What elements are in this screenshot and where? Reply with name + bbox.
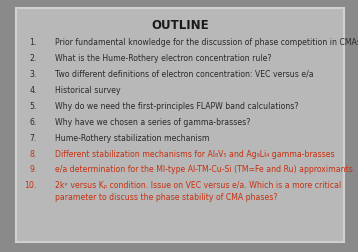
Text: Why have we chosen a series of gamma-brasses?: Why have we chosen a series of gamma-bra…	[55, 117, 251, 126]
Text: 5.: 5.	[29, 101, 37, 110]
Text: Why do we need the first-principles FLAPW band calculations?: Why do we need the first-principles FLAP…	[55, 101, 299, 110]
Text: Prior fundamental knowledge for the discussion of phase competition in CMAs: Prior fundamental knowledge for the disc…	[55, 38, 358, 47]
Text: 3.: 3.	[29, 70, 37, 79]
Text: Hume-Rothery stabilization mechanism: Hume-Rothery stabilization mechanism	[55, 133, 210, 142]
Text: 10.: 10.	[24, 181, 37, 190]
Text: 4.: 4.	[29, 85, 37, 94]
Text: 1.: 1.	[29, 38, 37, 47]
Text: Different stabilization mechanisms for Al₈V₅ and Ag₉Li₄ gamma-brasses: Different stabilization mechanisms for A…	[55, 149, 335, 158]
Text: OUTLINE: OUTLINE	[151, 19, 209, 32]
Text: Historical survey: Historical survey	[55, 85, 121, 94]
Text: 7.: 7.	[29, 133, 37, 142]
Text: e/a determination for the MI-type Al-TM-Cu-Si (TM=Fe and Ru) approximants: e/a determination for the MI-type Al-TM-…	[55, 165, 353, 174]
Text: 6.: 6.	[29, 117, 37, 126]
Text: What is the Hume-Rothery electron concentration rule?: What is the Hume-Rothery electron concen…	[55, 54, 272, 63]
Text: 2.: 2.	[29, 54, 37, 63]
Text: parameter to discuss the phase stability of CMA phases?: parameter to discuss the phase stability…	[55, 193, 278, 201]
Text: 8.: 8.	[29, 149, 37, 158]
Text: Two different definitions of electron concentration: VEC versus e/a: Two different definitions of electron co…	[55, 70, 314, 79]
Text: 2kᵖ versus Kₚ condition. Issue on VEC versus e/a. Which is a more critical: 2kᵖ versus Kₚ condition. Issue on VEC ve…	[55, 181, 342, 190]
Text: 9.: 9.	[29, 165, 37, 174]
